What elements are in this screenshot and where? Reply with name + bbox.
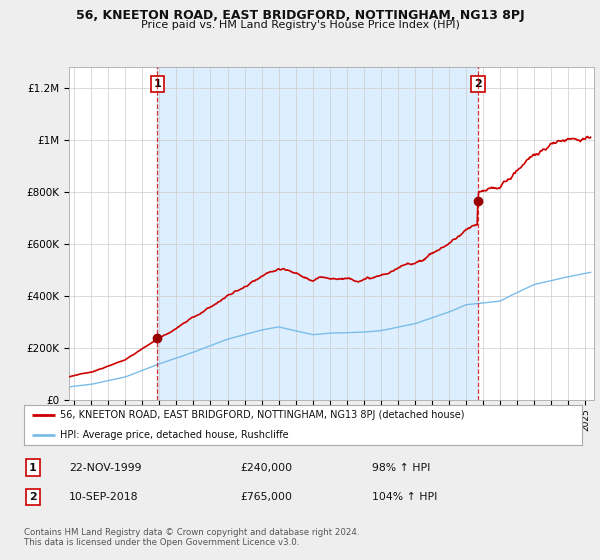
Text: £240,000: £240,000 [240, 463, 292, 473]
Text: HPI: Average price, detached house, Rushcliffe: HPI: Average price, detached house, Rush… [60, 430, 289, 440]
Text: 22-NOV-1999: 22-NOV-1999 [69, 463, 142, 473]
Text: £765,000: £765,000 [240, 492, 292, 502]
Text: 10-SEP-2018: 10-SEP-2018 [69, 492, 139, 502]
Text: Contains HM Land Registry data © Crown copyright and database right 2024.
This d: Contains HM Land Registry data © Crown c… [24, 528, 359, 547]
Text: 2: 2 [474, 79, 482, 89]
Text: Price paid vs. HM Land Registry's House Price Index (HPI): Price paid vs. HM Land Registry's House … [140, 20, 460, 30]
Text: 1: 1 [154, 79, 161, 89]
Text: 104% ↑ HPI: 104% ↑ HPI [372, 492, 437, 502]
Text: 1: 1 [29, 463, 37, 473]
Text: 2: 2 [29, 492, 37, 502]
Text: 98% ↑ HPI: 98% ↑ HPI [372, 463, 430, 473]
Text: 56, KNEETON ROAD, EAST BRIDGFORD, NOTTINGHAM, NG13 8PJ: 56, KNEETON ROAD, EAST BRIDGFORD, NOTTIN… [76, 9, 524, 22]
Bar [157, 67, 478, 400]
Text: 56, KNEETON ROAD, EAST BRIDGFORD, NOTTINGHAM, NG13 8PJ (detached house): 56, KNEETON ROAD, EAST BRIDGFORD, NOTTIN… [60, 410, 465, 420]
